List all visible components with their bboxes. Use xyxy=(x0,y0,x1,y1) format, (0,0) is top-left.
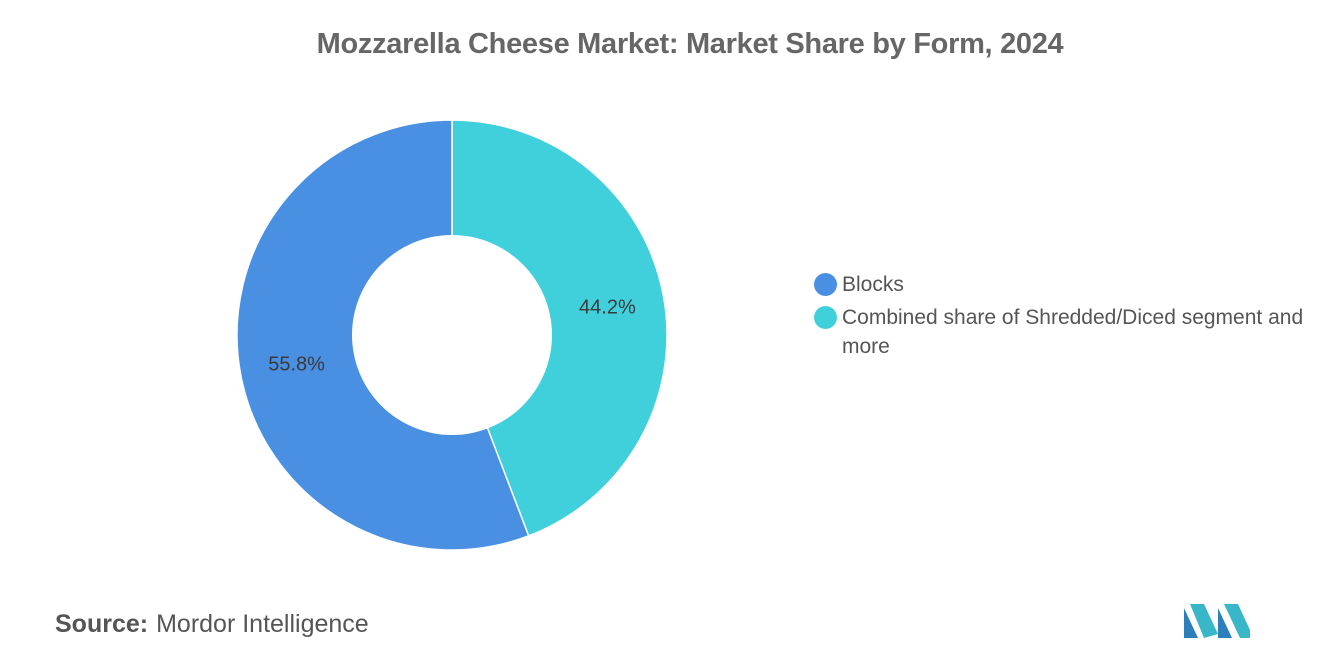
legend-label-shredded-diced: Combined share of Shredded/Diced segment… xyxy=(842,306,1304,358)
source-key: Source: xyxy=(55,610,149,638)
mordor-intelligence-logo-icon xyxy=(1184,604,1250,638)
legend-item-blocks: Blocks xyxy=(814,270,1314,299)
chart-title: Mozzarella Cheese Market: Market Share b… xyxy=(316,28,1064,60)
slice-label-shredded-diced: 44.2% xyxy=(579,296,636,318)
source-credit: Source: Mordor Intelligence xyxy=(55,610,369,639)
legend-label-blocks: Blocks xyxy=(842,273,904,296)
source-value: Mordor Intelligence xyxy=(156,610,369,638)
slice-label-blocks: 55.8% xyxy=(268,354,325,376)
slice-labels: 44.2% 55.8% xyxy=(268,296,636,375)
slice-shredded-diced xyxy=(451,119,668,537)
legend-swatch-shredded-diced xyxy=(814,306,837,329)
legend-item-shredded-diced: Combined share of Shredded/Diced segment… xyxy=(814,303,1314,361)
legend: Blocks Combined share of Shredded/Diced … xyxy=(814,270,1314,365)
legend-swatch-blocks xyxy=(814,273,837,296)
donut-hole xyxy=(352,235,552,435)
